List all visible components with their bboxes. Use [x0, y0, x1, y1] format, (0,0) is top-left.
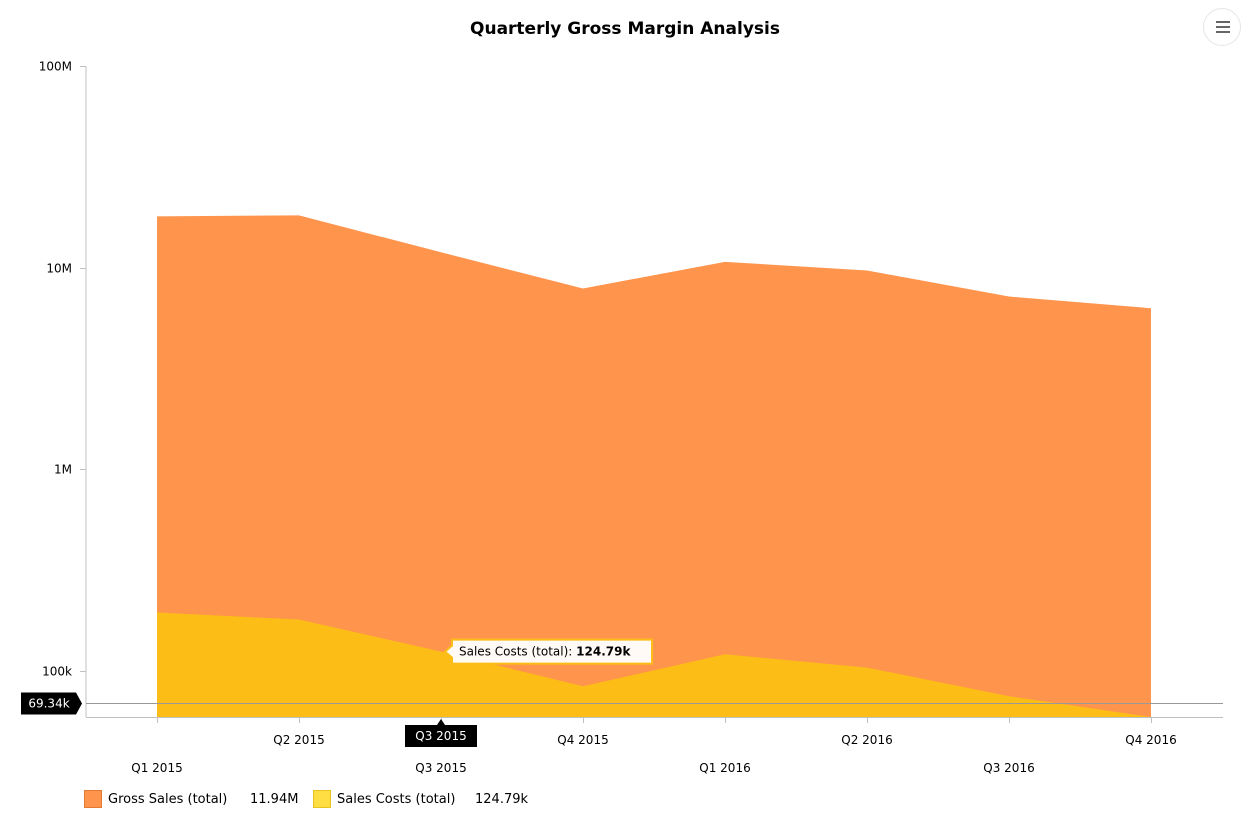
x-tick-label: Q2 2016 [841, 733, 892, 747]
legend-swatch-sales-costs [313, 790, 331, 808]
tooltip-series-label: Sales Costs (total): [459, 645, 576, 659]
x-tick-label: Q4 2016 [1125, 733, 1176, 747]
legend-label-sales-costs: Sales Costs (total) [337, 792, 456, 807]
crosshair-overlay: 69.34k Q3 2015 Sales Costs (total): 124.79… [21, 638, 1223, 747]
crosshair-y-flag [21, 692, 82, 715]
crosshair-x-flag [405, 719, 477, 747]
area-sales-costs [157, 612, 1151, 717]
tooltip-text: Sales Costs (total): 124.79k [459, 645, 631, 659]
legend-swatch-gross-sales [84, 790, 102, 808]
tooltip-value: 124.79k [576, 645, 631, 659]
y-tick-label: 1M [54, 463, 72, 477]
chart-title: Quarterly Gross Margin Analysis [470, 19, 780, 39]
crosshair-x-label: Q3 2015 [415, 729, 466, 743]
tooltip-box [443, 638, 653, 665]
series-areas [157, 215, 1151, 717]
y-tick-label: 10M [46, 262, 72, 276]
x-tick-label: Q3 2016 [983, 761, 1034, 775]
axes: 100k 1M 10M 100M Q1 2015 Q2 2015 Q3 2015 Q4 201… [39, 60, 1223, 775]
area-gross-sales [157, 215, 1151, 717]
hamburger-menu-icon [1216, 21, 1230, 33]
legend-value-gross-sales: 11.94M [250, 792, 299, 807]
y-tick-label: 100k [42, 665, 72, 679]
x-tick-label: Q1 2015 [131, 761, 182, 775]
chart-menu-button[interactable] [1203, 8, 1241, 46]
x-tick-label: Q3 2015 [415, 761, 466, 775]
legend-label-gross-sales: Gross Sales (total) [108, 792, 228, 807]
x-tick-label: Q2 2015 [273, 733, 324, 747]
crosshair-y-label: 69.34k [28, 697, 69, 711]
x-tick-label: Q1 2016 [699, 761, 750, 775]
legend-value-sales-costs: 124.79k [475, 792, 529, 807]
x-tick-label: Q4 2015 [557, 733, 608, 747]
y-tick-label: 100M [39, 60, 72, 74]
